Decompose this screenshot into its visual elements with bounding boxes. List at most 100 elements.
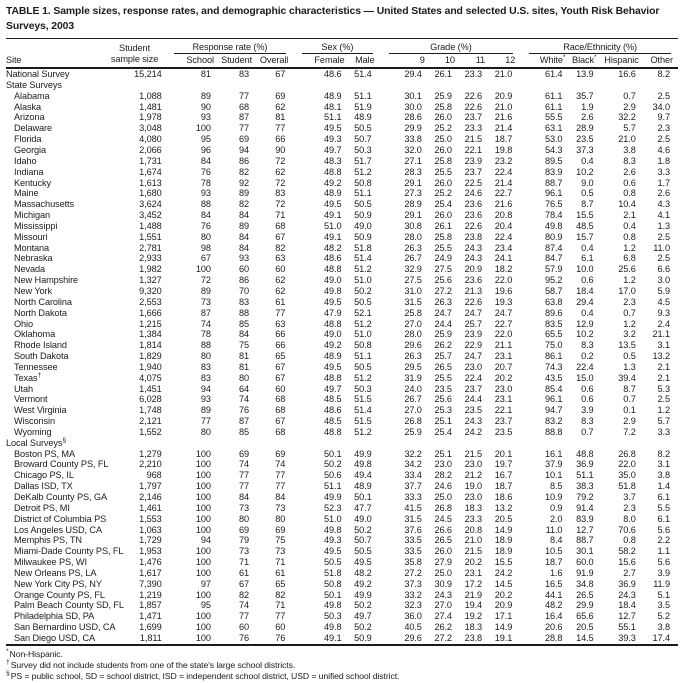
- cell: 81: [239, 351, 250, 362]
- cell: 48.5: [576, 220, 594, 231]
- cell: 21.3: [464, 285, 483, 296]
- cell: 74: [200, 318, 211, 329]
- cell: 63: [275, 253, 286, 264]
- cell: 60: [275, 264, 286, 275]
- cell: 1,461: [139, 502, 162, 513]
- cell: 4.6: [657, 145, 671, 155]
- site-cell: San Bernardino USD, CA: [14, 622, 116, 633]
- cell: 69: [275, 90, 286, 101]
- cell: 34.2: [404, 459, 422, 470]
- cell: 22.1: [464, 145, 483, 155]
- cell: 2.5: [657, 394, 671, 405]
- cell: 2.5: [657, 134, 671, 145]
- col-header-white-label: White: [539, 55, 563, 66]
- cell: 30.9: [434, 578, 452, 589]
- cell: 49.9: [354, 448, 372, 459]
- cell: 50.2: [354, 622, 372, 633]
- cell: 83.9: [544, 166, 563, 177]
- cell: 73: [239, 502, 250, 513]
- cell: 26.3: [434, 296, 452, 307]
- cell: 23.1: [494, 351, 513, 362]
- cell: 8.7: [581, 199, 594, 210]
- cell: 50.5: [354, 199, 372, 210]
- cell: 23.6: [464, 210, 483, 221]
- table-row: Maine 1,680 93 89 83 48.9 51.1 27.3 25.2 24.6 22.7…: [6, 188, 678, 199]
- cell: 28.3: [404, 166, 422, 177]
- cell: 6.6: [657, 264, 671, 275]
- cell: 84: [239, 231, 250, 242]
- cell: 1.7: [657, 177, 671, 188]
- cell: 26.6: [434, 524, 452, 535]
- cell: 51.2: [354, 166, 372, 177]
- cell: 71: [239, 557, 250, 568]
- cell: 36.0: [404, 611, 422, 622]
- table-row: Montana 2,781 98 84 82 48.2 51.8 26.3 25.5 24.3 23…: [6, 243, 678, 254]
- cell: 0.4: [581, 307, 594, 318]
- cell: 1.2: [623, 242, 636, 253]
- footnotes: *Non-Hispanic. †Survey did not include s…: [6, 648, 683, 683]
- cell: 48.9: [323, 188, 342, 199]
- site-cell: Los Angeles USD, CA: [14, 524, 102, 535]
- cell: 77: [275, 470, 286, 481]
- cell: 23.3: [464, 123, 483, 134]
- cell: 11.0: [545, 524, 563, 535]
- cell: 49.5: [323, 123, 342, 134]
- cell: 26.5: [576, 589, 594, 600]
- cell: 2.5: [657, 253, 671, 264]
- cell: 9.0: [581, 177, 594, 188]
- cell: 3.5: [657, 600, 671, 611]
- cell: 51.5: [354, 394, 372, 405]
- table-row: North Dakota 1,666 87 88 77 47.9 52.1 25.8 24.7 2…: [6, 308, 678, 319]
- cell: 72: [275, 155, 286, 166]
- cell: 26.0: [434, 546, 452, 557]
- cell: 0.6: [581, 383, 594, 394]
- cell: 4,080: [139, 134, 162, 145]
- footnote: *Non-Hispanic.: [6, 648, 683, 660]
- cell: 97: [200, 578, 211, 589]
- cell: 11.9: [653, 578, 670, 589]
- cell: 10.2: [576, 166, 594, 177]
- table-row: Vermont 6,028 93 74 68 48.5 51.5 26.7 25.6 24.4 23…: [6, 394, 678, 405]
- cell: 20.2: [494, 589, 513, 600]
- cell: 10.0: [576, 264, 594, 275]
- cell: 89: [200, 405, 211, 416]
- cell: 25.1: [434, 416, 452, 427]
- cell: 23.7: [464, 166, 483, 177]
- cell: 96: [200, 145, 211, 155]
- table-row: Dallas ISD, TX 1,797 100 77 77 51.1 48.9 37.7 24…: [6, 481, 678, 492]
- cell: 50.1: [323, 589, 342, 600]
- site-cell: Detroit PS, MI: [14, 502, 70, 513]
- cell: 77: [200, 416, 211, 427]
- cell: 23.5: [464, 405, 483, 416]
- cell: 26.1: [434, 69, 452, 80]
- cell: 48.9: [354, 112, 372, 123]
- cell: 69: [239, 524, 250, 535]
- cell: 26.8: [404, 416, 422, 427]
- cell: 51.0: [354, 329, 372, 340]
- site-cell: District of Columbia PS: [14, 513, 107, 524]
- section-row: State Surveys: [6, 80, 678, 91]
- site-cell: Indiana: [14, 166, 44, 177]
- cell: 69: [239, 448, 250, 459]
- cell: 23.0: [464, 459, 483, 470]
- cell: 1,729: [139, 535, 162, 546]
- cell: 3.8: [657, 470, 671, 481]
- cell: 23.7: [464, 112, 483, 123]
- cell: 51.1: [323, 112, 342, 123]
- cell: 80: [239, 372, 250, 383]
- cell: 7.2: [623, 426, 636, 437]
- cell: 21.6: [494, 199, 513, 210]
- table-row: DeKalb County PS, GA 2,146 100 84 84 49.9 50.1…: [6, 492, 678, 503]
- table-row: Nevada 1,982 100 60 60 48.8 51.2 32.9 27.5 20.9 18…: [6, 264, 678, 275]
- cell: 23.3: [464, 513, 483, 524]
- site-cell: Maine: [14, 188, 39, 199]
- cell: 1,219: [139, 589, 162, 600]
- cell: 33.5: [404, 546, 422, 557]
- cell: 80.9: [544, 231, 563, 242]
- col-header-grade-12: 12: [505, 55, 516, 66]
- cell: 51.4: [354, 69, 372, 80]
- cell: 37.9: [544, 459, 563, 470]
- cell: 48.8: [323, 264, 342, 275]
- cell: 27.2: [404, 567, 422, 578]
